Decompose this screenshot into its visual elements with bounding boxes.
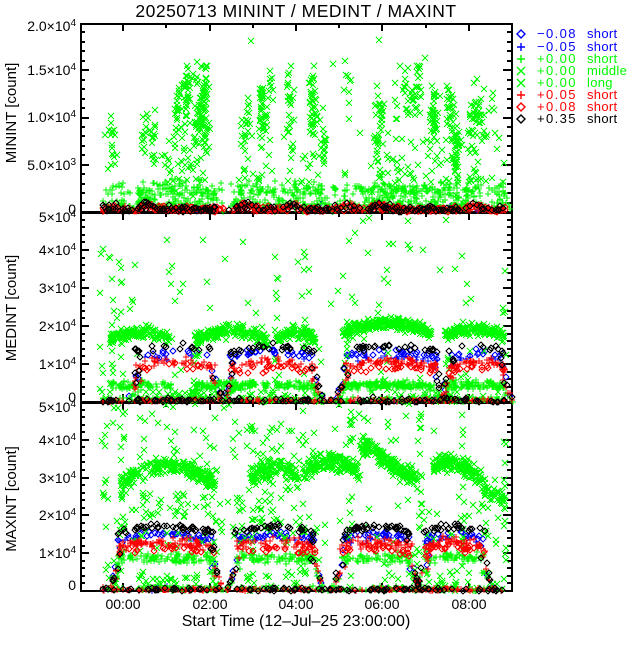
svg-text:short: short <box>587 39 617 54</box>
svg-text:short: short <box>587 87 617 102</box>
svg-text:+0.00: +0.00 <box>537 63 577 78</box>
svg-text:4×104: 4×104 <box>39 432 77 448</box>
svg-text:0: 0 <box>68 201 76 217</box>
svg-text:02:00: 02:00 <box>192 596 227 612</box>
svg-text:08:00: 08:00 <box>451 596 486 612</box>
svg-text:1×104: 1×104 <box>39 545 77 561</box>
svg-text:+0.05: +0.05 <box>537 87 577 102</box>
svg-text:MEDINT [count]: MEDINT [count] <box>3 255 20 361</box>
svg-text:2.0×104: 2.0×104 <box>27 18 76 34</box>
svg-text:+0.00: +0.00 <box>537 51 577 66</box>
svg-text:3×104: 3×104 <box>39 470 77 486</box>
svg-text:2×104: 2×104 <box>39 507 77 523</box>
svg-text:5×104: 5×104 <box>39 399 77 415</box>
svg-text:short: short <box>587 26 617 41</box>
svg-text:short: short <box>587 111 617 126</box>
svg-text:long: long <box>587 75 613 90</box>
svg-text:20250713 MININT / MEDINT / MAX: 20250713 MININT / MEDINT / MAXINT <box>135 1 456 21</box>
svg-text:5×104: 5×104 <box>39 209 77 225</box>
svg-text:+0.08: +0.08 <box>537 99 577 114</box>
svg-text:04:00: 04:00 <box>278 596 313 612</box>
svg-text:00:00: 00:00 <box>105 596 140 612</box>
svg-text:2×104: 2×104 <box>39 318 77 334</box>
svg-text:MAXINT [count]: MAXINT [count] <box>3 446 20 552</box>
svg-text:1.0×104: 1.0×104 <box>27 109 76 125</box>
svg-text:3×104: 3×104 <box>39 280 77 296</box>
svg-text:−0.08: −0.08 <box>537 26 577 41</box>
svg-text:4×104: 4×104 <box>39 242 77 258</box>
svg-text:1×104: 1×104 <box>39 356 77 372</box>
svg-text:−0.05: −0.05 <box>537 39 577 54</box>
svg-text:short: short <box>587 99 617 114</box>
svg-text:1.5×104: 1.5×104 <box>27 62 76 78</box>
svg-text:middle: middle <box>587 63 627 78</box>
svg-text:0: 0 <box>68 389 76 405</box>
svg-text:0: 0 <box>68 577 76 593</box>
svg-text:06:00: 06:00 <box>364 596 399 612</box>
svg-text:MININT [count]: MININT [count] <box>3 63 20 164</box>
svg-text:5.0×103: 5.0×103 <box>27 157 76 173</box>
svg-text:+0.35: +0.35 <box>537 111 577 126</box>
svg-text:+0.00: +0.00 <box>537 75 577 90</box>
svg-text:short: short <box>587 51 617 66</box>
svg-text:Start Time (12–Jul–25 23:00:00: Start Time (12–Jul–25 23:00:00) <box>182 613 411 630</box>
